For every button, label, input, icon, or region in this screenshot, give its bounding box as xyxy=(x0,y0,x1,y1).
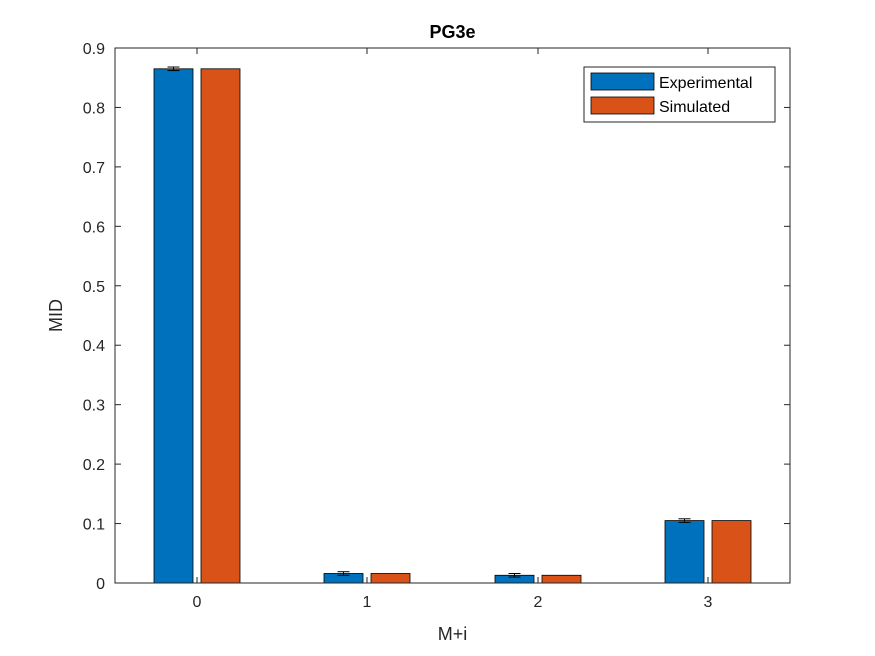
chart-title: PG3e xyxy=(429,22,475,42)
y-tick-label: 0.9 xyxy=(83,41,105,58)
bar-experimental-3 xyxy=(664,520,705,584)
x-axis-label: M+i xyxy=(438,624,468,644)
bar-simulated-2 xyxy=(541,574,582,584)
bar-simulated-0 xyxy=(200,68,241,584)
y-tick-label: 0.2 xyxy=(83,457,105,474)
x-tick-label: 1 xyxy=(363,594,372,611)
x-tick-label: 0 xyxy=(193,594,202,611)
x-tick-label: 3 xyxy=(704,594,713,611)
y-tick-label: 0.3 xyxy=(83,398,105,415)
x-tick-label: 2 xyxy=(534,594,543,611)
bars-group xyxy=(153,68,752,584)
bar-experimental-0 xyxy=(153,68,194,584)
y-tick-label: 0.6 xyxy=(83,219,105,236)
axes-box xyxy=(114,47,791,584)
y-axis-label: MID xyxy=(46,299,66,332)
bar-simulated-3 xyxy=(711,520,752,584)
axes-group xyxy=(114,47,791,584)
legend: Experimental Simulated xyxy=(583,66,776,123)
legend-label-experimental: Experimental xyxy=(659,75,752,92)
legend-swatch-experimental xyxy=(590,72,655,91)
y-tick-label: 0.1 xyxy=(83,517,105,534)
y-tick-label: 0.8 xyxy=(83,100,105,117)
errorbars-group xyxy=(167,66,691,578)
y-tick-label: 0.5 xyxy=(83,279,105,296)
ticks-group: 0 0.1 0.2 0.3 0.4 0.5 0.6 0.7 0.8 0.9 0 1 2 3 xyxy=(83,41,790,611)
y-tick-label: 0 xyxy=(96,576,105,593)
y-tick-label: 0.7 xyxy=(83,160,105,177)
legend-swatch-simulated xyxy=(590,96,655,115)
y-tick-label: 0.4 xyxy=(83,338,105,355)
legend-label-simulated: Simulated xyxy=(659,99,730,116)
bar-simulated-1 xyxy=(370,573,411,584)
